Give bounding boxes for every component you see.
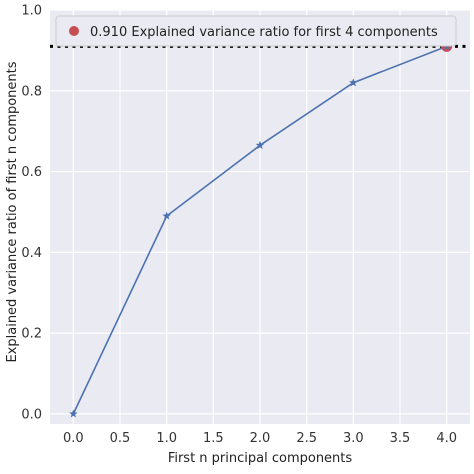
legend-label: 0.910 Explained variance ratio for first… [90, 25, 438, 40]
x-axis-label: First n principal components [168, 451, 353, 466]
y-tick-label: 0.4 [21, 246, 42, 261]
data-point [69, 409, 78, 418]
x-tick-label: 3.0 [343, 431, 364, 446]
x-tick-label: 4.0 [436, 431, 457, 446]
y-axis-label: Explained variance ratio of first n comp… [5, 61, 20, 362]
data-point [162, 211, 171, 220]
legend: 0.910 Explained variance ratio for first… [55, 15, 457, 47]
data-point [255, 140, 265, 149]
grid [50, 9, 470, 424]
y-tick-label: 0.0 [21, 407, 42, 422]
x-tick-label: 1.5 [203, 431, 224, 446]
y-tick-label: 0.2 [21, 327, 42, 342]
x-tick-label: 2.0 [250, 431, 271, 446]
legend-box [55, 15, 457, 47]
x-tick-label: 0.0 [63, 431, 84, 446]
x-tick-label: 2.5 [296, 431, 317, 446]
y-tick-label: 0.8 [21, 84, 42, 99]
legend-marker [69, 26, 79, 36]
x-tick-label: 0.5 [110, 431, 131, 446]
y-tick-label: 0.6 [21, 165, 42, 180]
data-point [349, 78, 358, 87]
tick-labels: 0.0 0.5 1.0 1.5 2.0 2.5 3.0 3.5 4.0 0.0 0.2 0.4 0.6 0… [21, 4, 457, 447]
x-tick-label: 1.0 [156, 431, 177, 446]
x-tick-label: 3.5 [390, 431, 411, 446]
y-tick-label: 1.0 [21, 4, 42, 19]
